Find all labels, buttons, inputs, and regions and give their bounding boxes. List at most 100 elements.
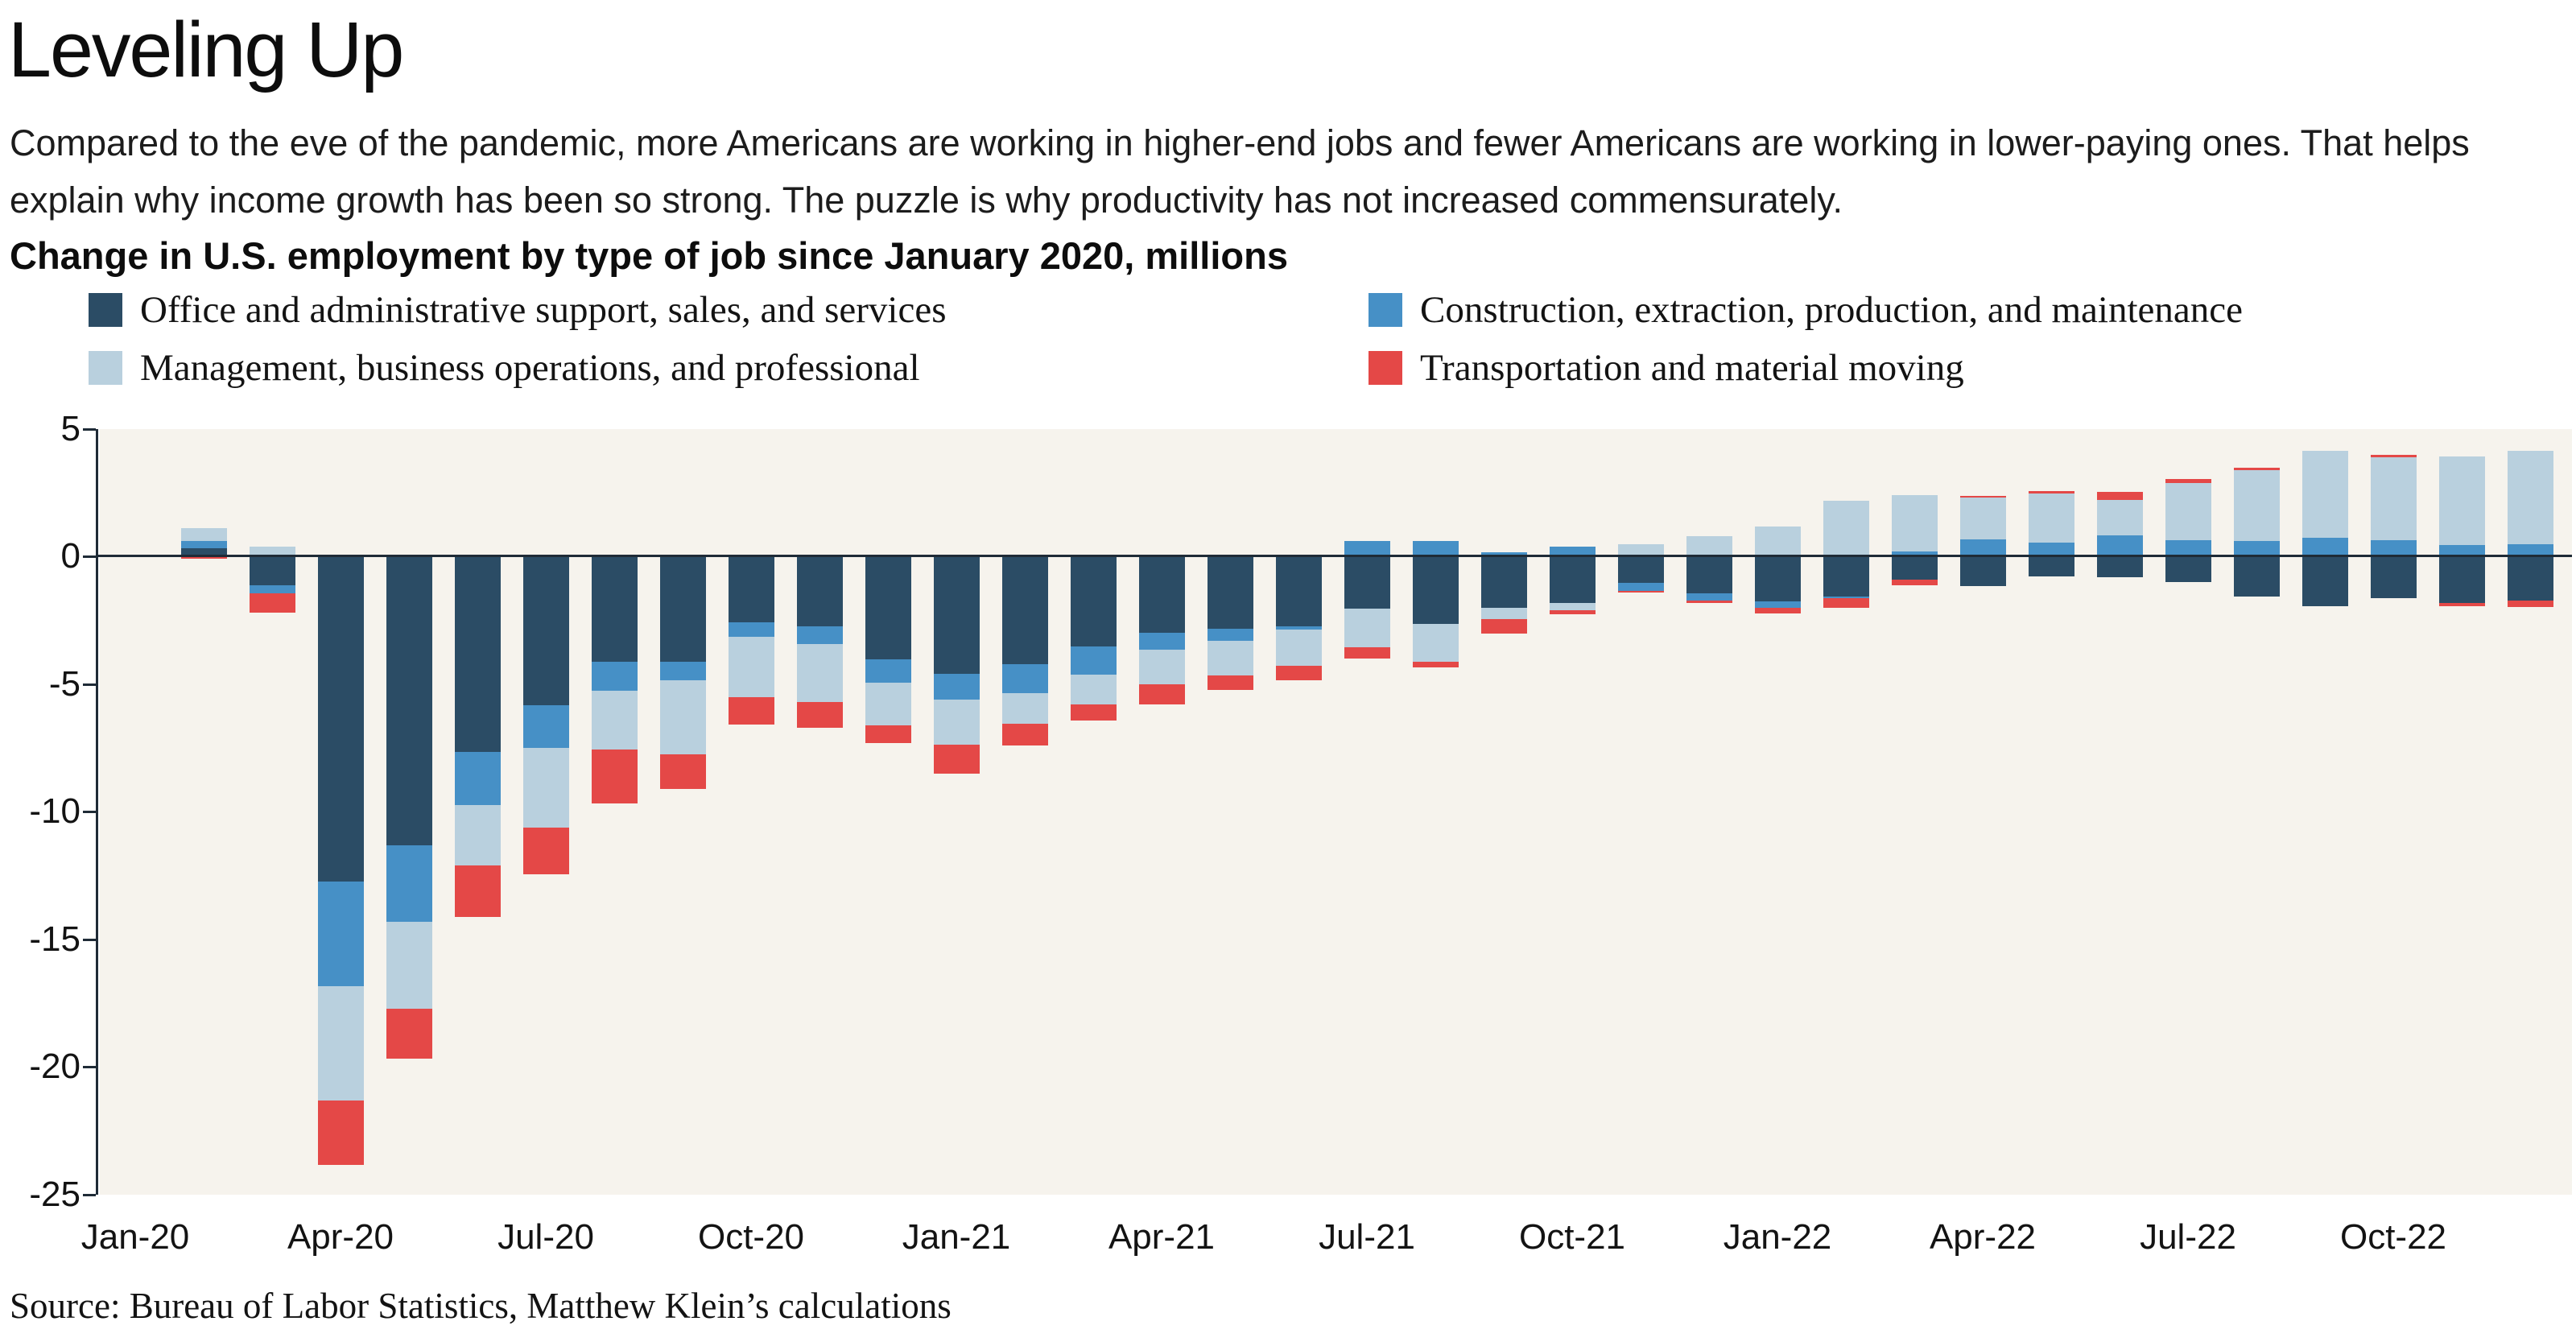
- x-tick-label: Apr-21: [1108, 1216, 1216, 1257]
- bar-segment: [180, 548, 227, 556]
- bar-segment: [933, 673, 980, 700]
- bar-segment: [1070, 646, 1117, 675]
- chart-subtitle: Compared to the eve of the pandemic, mor…: [10, 122, 2470, 221]
- y-axis-line: [96, 428, 98, 1195]
- bar-segment: [1617, 582, 1664, 592]
- y-tick-mark: [83, 938, 96, 941]
- bar-segment: [454, 805, 501, 866]
- y-tick-label: -5: [48, 663, 80, 704]
- bar-segment: [1891, 494, 1938, 551]
- bar-segment: [249, 556, 295, 586]
- bar-segment: [1754, 601, 1801, 609]
- bar-segment: [1412, 662, 1459, 667]
- y-tick-label: -15: [29, 919, 80, 959]
- bar-segment: [1686, 593, 1732, 601]
- bar-segment: [1823, 500, 1869, 556]
- x-tick-label: Jan-21: [902, 1216, 1011, 1257]
- bar-segment: [796, 556, 843, 627]
- bar-segment: [1480, 618, 1527, 634]
- bar-segment: [1480, 556, 1527, 609]
- x-tick-label: Jan-20: [80, 1216, 190, 1257]
- bar-segment: [728, 622, 774, 638]
- y-tick-label: 5: [60, 408, 80, 448]
- y-tick-label: -10: [29, 791, 80, 831]
- legend-label: Construction, extraction, production, an…: [1420, 289, 2243, 331]
- bar-segment: [1412, 540, 1459, 556]
- bar-segment: [2165, 539, 2211, 556]
- legend-item: Office and administrative support, sales…: [89, 289, 1368, 331]
- legend-swatch-icon: [1368, 351, 1402, 385]
- bar-segment: [522, 556, 569, 706]
- bar-segment: [1480, 551, 1527, 556]
- bar-segment: [865, 725, 911, 743]
- bar-segment: [317, 1101, 364, 1166]
- bar-segment: [2438, 545, 2485, 556]
- x-tick-label: Oct-20: [697, 1216, 805, 1257]
- bar-segment: [1070, 675, 1117, 704]
- bar-segment: [865, 556, 911, 660]
- bar-segment: [1891, 556, 1938, 580]
- bar-segment: [1549, 610, 1596, 614]
- bar-segment: [317, 556, 364, 882]
- bar-segment: [1344, 540, 1390, 556]
- x-tick-label: Jul-21: [1319, 1216, 1415, 1257]
- bar-segment: [386, 922, 432, 1009]
- bar-segment: [591, 691, 638, 750]
- bar-segment: [933, 556, 980, 674]
- bar-segment: [2438, 556, 2485, 604]
- x-tick-label: Jul-20: [497, 1216, 594, 1257]
- x-tick-label: Apr-22: [1929, 1216, 2037, 1257]
- bar-segment: [1412, 624, 1459, 663]
- y-tick-mark: [83, 1193, 96, 1196]
- bar-segment: [1412, 556, 1459, 625]
- bar-segment: [1275, 626, 1322, 630]
- bar-segment: [2370, 556, 2417, 598]
- bar-segment: [2301, 556, 2348, 606]
- bar-segment: [2096, 492, 2143, 500]
- bar-segment: [1959, 556, 2006, 586]
- bar-segment: [1344, 556, 1390, 609]
- bar-segment: [1686, 535, 1732, 556]
- bar-segment: [2507, 556, 2553, 601]
- bar-segment: [386, 1008, 432, 1059]
- bar-segment: [1959, 539, 2006, 556]
- bar-segment: [1754, 556, 1801, 602]
- bar-segment: [454, 556, 501, 753]
- bar-segment: [1686, 601, 1732, 603]
- page-title: Leveling Up: [8, 6, 404, 93]
- bar-segment: [591, 556, 638, 662]
- bar-segment: [1480, 608, 1527, 619]
- bar-segment: [659, 754, 706, 790]
- y-tick-mark: [83, 555, 96, 558]
- y-tick-label: -20: [29, 1047, 80, 1086]
- bar-segment: [1138, 556, 1185, 634]
- bar-segment: [865, 659, 911, 683]
- x-tick-label: Jan-22: [1723, 1216, 1832, 1257]
- bar-segment: [2096, 535, 2143, 556]
- bar-segment: [1207, 640, 1253, 676]
- bar-segment: [933, 700, 980, 745]
- bar-segment: [386, 556, 432, 846]
- bar-segment: [180, 556, 227, 559]
- bar-segment: [1891, 551, 1938, 556]
- x-tick-label: Oct-22: [2339, 1216, 2447, 1257]
- bar-segment: [1138, 684, 1185, 705]
- bar-segment: [1001, 556, 1048, 664]
- bar-segment: [386, 845, 432, 923]
- x-tick-label: Oct-21: [1518, 1216, 1626, 1257]
- bar-segment: [1207, 675, 1253, 691]
- bar-segment: [1070, 556, 1117, 647]
- bar-segment: [1001, 663, 1048, 693]
- bar-segment: [2233, 556, 2280, 597]
- bar-segment: [1207, 628, 1253, 641]
- bar-segment: [1001, 724, 1048, 745]
- legend-label: Office and administrative support, sales…: [140, 289, 947, 331]
- bar-segment: [796, 643, 843, 702]
- legend-swatch-icon: [89, 351, 122, 385]
- bar-segment: [2028, 491, 2074, 494]
- bar-segment: [659, 556, 706, 663]
- bar-segment: [2028, 542, 2074, 556]
- bar-segment: [2301, 537, 2348, 556]
- bar-segment: [2096, 499, 2143, 536]
